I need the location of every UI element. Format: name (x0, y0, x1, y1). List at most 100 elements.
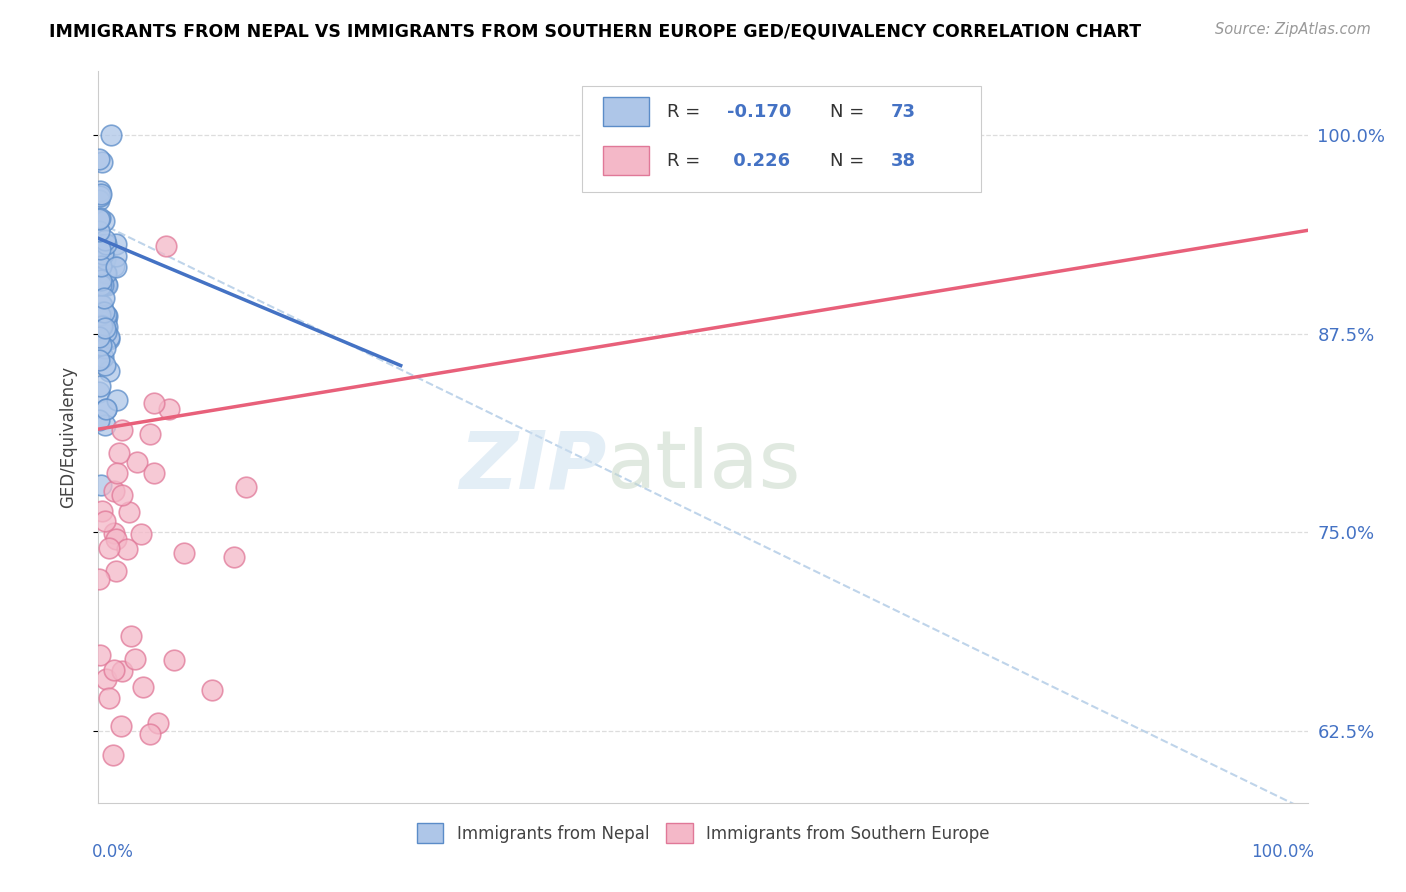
Point (90, 338, 112, 352)
Point (91, 252, 114, 266)
Point (100, 128, 122, 142)
Point (87, 310, 110, 324)
Text: 0.226: 0.226 (727, 152, 790, 169)
Point (89, 334, 111, 348)
Point (93, 514, 115, 528)
Text: -0.170: -0.170 (727, 103, 792, 120)
Point (96, 402, 118, 417)
Point (124, 652, 146, 666)
Point (94, 277, 117, 291)
Point (96, 672, 118, 686)
Point (105, 237, 128, 252)
Point (235, 480, 257, 494)
Point (89, 152, 111, 166)
Point (89, 379, 111, 393)
Point (93, 291, 115, 305)
Point (97, 541, 120, 555)
Text: Source: ZipAtlas.com: Source: ZipAtlas.com (1215, 22, 1371, 37)
Point (94, 266, 117, 280)
Point (90, 504, 112, 518)
Point (94, 233, 117, 247)
Point (120, 630, 142, 644)
Point (90, 477, 112, 491)
Point (104, 533, 127, 547)
Point (94, 401, 117, 416)
Point (91, 277, 114, 292)
Point (87, 249, 110, 263)
Point (89, 353, 111, 368)
Point (111, 488, 134, 502)
Point (94, 326, 117, 340)
Point (105, 249, 128, 263)
Point (117, 541, 139, 556)
Point (97, 364, 120, 378)
Point (103, 483, 125, 498)
Point (87, 334, 110, 348)
Point (94, 341, 117, 355)
Point (89, 276, 111, 290)
Point (118, 505, 141, 519)
Point (157, 401, 180, 416)
Bar (603, 146, 648, 175)
Point (89, 211, 111, 226)
Point (96, 277, 118, 292)
Point (201, 682, 224, 697)
Text: N =: N = (830, 103, 870, 120)
Bar (603, 97, 648, 127)
Point (98, 690, 121, 705)
Point (94, 237, 117, 252)
Point (103, 663, 125, 677)
Point (97, 332, 120, 346)
Point (90, 273, 112, 287)
Point (96, 277, 118, 292)
Point (94, 321, 117, 335)
Text: 73: 73 (890, 103, 915, 120)
Point (89, 572, 111, 586)
Point (94, 265, 117, 279)
Point (87, 413, 110, 427)
Point (103, 526, 125, 541)
Point (89, 329, 111, 343)
Point (89, 318, 111, 332)
Point (155, 239, 177, 253)
Point (96, 309, 118, 323)
Point (90, 352, 112, 367)
Point (90, 237, 112, 252)
Text: R =: R = (666, 152, 706, 169)
Text: R =: R = (666, 103, 706, 120)
Point (107, 446, 129, 460)
Point (89, 224, 111, 238)
Point (173, 546, 195, 560)
Point (90, 186, 112, 201)
Point (111, 423, 134, 437)
Point (90, 253, 112, 268)
Point (105, 260, 128, 275)
Point (90, 260, 112, 274)
Point (139, 727, 162, 741)
Point (101, 748, 124, 763)
Point (93, 214, 115, 228)
Point (89, 265, 111, 279)
Point (103, 259, 125, 273)
Text: ZIP: ZIP (458, 427, 606, 506)
Point (224, 549, 246, 564)
Point (91, 246, 114, 260)
Text: IMMIGRANTS FROM NEPAL VS IMMIGRANTS FROM SOUTHERN EUROPE GED/EQUIVALENCY CORRELA: IMMIGRANTS FROM NEPAL VS IMMIGRANTS FROM… (49, 22, 1142, 40)
Point (91, 155, 114, 169)
Point (89, 648, 111, 662)
Point (94, 252, 117, 267)
Point (91, 351, 114, 365)
Point (94, 359, 117, 373)
Point (105, 392, 128, 407)
Point (90, 298, 112, 312)
Point (96, 320, 118, 334)
Point (87, 384, 110, 399)
Point (132, 681, 155, 695)
Point (139, 427, 162, 442)
FancyBboxPatch shape (582, 86, 981, 192)
Point (87, 194, 110, 208)
Point (97, 330, 120, 344)
Point (142, 396, 165, 410)
Text: 100.0%: 100.0% (1250, 843, 1313, 861)
Point (90, 305, 112, 319)
